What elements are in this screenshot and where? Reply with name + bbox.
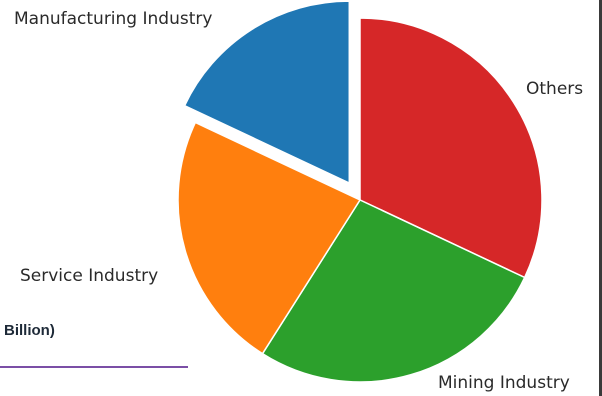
pie-slice-others bbox=[359, 17, 543, 279]
slice-label-manufacturing-industry: Manufacturing Industry bbox=[14, 9, 212, 29]
right-border bbox=[599, 0, 602, 396]
slice-label-service-industry: Service Industry bbox=[20, 266, 158, 286]
pie-slice-service-industry bbox=[177, 121, 362, 355]
legend-text-fragment: Billion) bbox=[4, 322, 55, 339]
pie-slice-mining-industry bbox=[261, 199, 526, 383]
pie-slice-manufacturing-industry bbox=[183, 0, 351, 185]
legend-divider bbox=[0, 366, 188, 368]
slice-label-mining-industry: Mining Industry bbox=[438, 373, 570, 393]
slice-label-others: Others bbox=[526, 79, 583, 99]
